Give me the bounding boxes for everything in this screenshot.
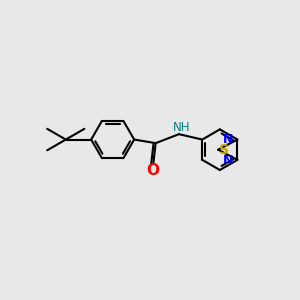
Text: N: N	[223, 154, 234, 166]
Text: O: O	[146, 163, 160, 178]
Text: N: N	[223, 133, 234, 146]
Text: NH: NH	[172, 121, 190, 134]
Text: S: S	[219, 143, 229, 157]
